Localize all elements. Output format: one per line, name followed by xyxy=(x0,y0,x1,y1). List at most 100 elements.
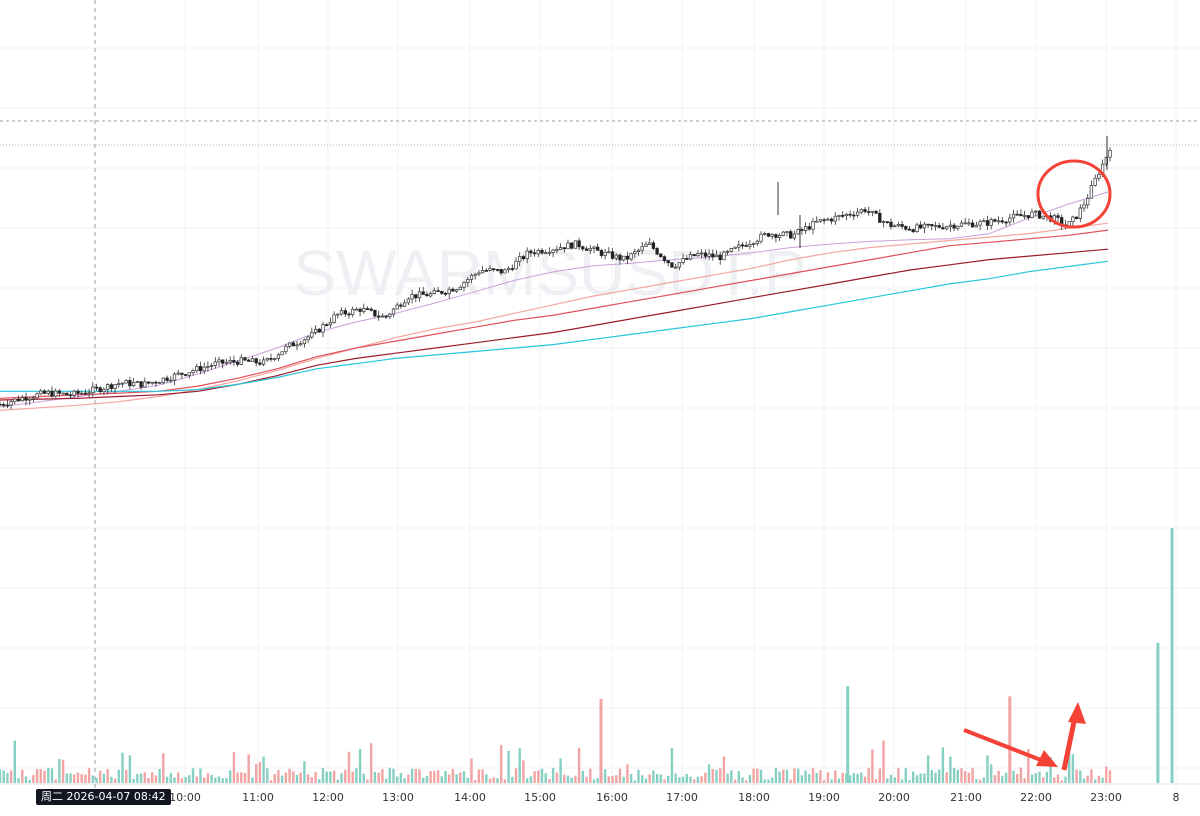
volume-bar-73 xyxy=(269,780,273,783)
volume-bar-271 xyxy=(1004,772,1008,783)
candle-body-8 xyxy=(28,398,32,401)
volume-bar-148 xyxy=(548,779,551,783)
candle-body-207 xyxy=(766,233,771,237)
candle-body-92 xyxy=(339,310,344,315)
candle-body-82 xyxy=(302,339,307,345)
volume-bar-10 xyxy=(35,768,39,783)
volume-bar-275 xyxy=(1019,767,1023,783)
volume-bar-297 xyxy=(1101,777,1104,783)
volume-bar-214 xyxy=(793,768,796,783)
volume-bar-103 xyxy=(381,769,384,783)
candle-body-208 xyxy=(770,234,774,237)
volume-bar-252 xyxy=(934,772,937,783)
candle-body-263 xyxy=(974,224,979,228)
volume-bar-185 xyxy=(685,774,688,783)
candle-body-77 xyxy=(284,345,288,353)
volume-bar-259 xyxy=(960,768,963,783)
candle-body-19 xyxy=(68,394,73,397)
candle-body-191 xyxy=(707,253,711,257)
volume-bar-38 xyxy=(139,773,143,783)
candle-body-120 xyxy=(443,292,448,295)
volume-bar-181 xyxy=(670,748,674,783)
volume-bar-279 xyxy=(1034,773,1037,783)
candle-body-247 xyxy=(915,224,919,232)
candle-body-222 xyxy=(822,219,826,222)
candle-body-175 xyxy=(648,242,652,245)
volume-bar-253 xyxy=(938,769,941,783)
volume-bar-156 xyxy=(577,747,581,783)
candle-body-216 xyxy=(800,229,804,231)
x-tick-label-2: 12:00 xyxy=(312,791,344,804)
volume-bar-220 xyxy=(815,772,818,783)
volume-bar-195 xyxy=(722,756,726,783)
volume-bar-179 xyxy=(663,779,666,783)
candle-body-113 xyxy=(417,291,422,299)
candle-body-186 xyxy=(688,254,693,260)
candle-body-292 xyxy=(1082,204,1086,209)
candle-body-51 xyxy=(187,372,191,376)
volume-bar-216 xyxy=(800,775,804,783)
volume-bar-223 xyxy=(826,772,830,783)
candle-body-185 xyxy=(685,258,689,260)
volume-bar-117 xyxy=(433,771,436,783)
candle-body-273 xyxy=(1011,213,1016,219)
volume-bar-95 xyxy=(351,771,354,783)
volume-bar-198 xyxy=(733,779,737,783)
candle-body-33 xyxy=(120,382,125,385)
volume-bar-230 xyxy=(852,773,855,783)
candle-body-14 xyxy=(50,390,54,397)
volume-bar-152 xyxy=(563,774,566,783)
volume-bar-114 xyxy=(422,777,425,783)
volume-bar-173 xyxy=(641,775,644,783)
candle-body-21 xyxy=(76,390,80,394)
candle-body-212 xyxy=(785,231,789,233)
candle-body-58 xyxy=(213,361,217,366)
volume-bar-129 xyxy=(477,769,481,783)
candle-body-255 xyxy=(945,226,949,230)
candle-body-135 xyxy=(499,269,503,274)
candle-body-10 xyxy=(35,393,39,399)
candle-body-202 xyxy=(748,243,752,247)
volume-bar-203 xyxy=(752,768,755,783)
volume-bar-96 xyxy=(355,768,358,783)
volume-bar-48 xyxy=(177,772,180,783)
candle-body-268 xyxy=(993,219,997,222)
volume-bar-232 xyxy=(860,772,863,783)
candle-body-168 xyxy=(622,255,626,261)
candle-body-36 xyxy=(131,382,136,387)
volume-bar-59 xyxy=(217,776,221,783)
volume-bar-158 xyxy=(585,776,588,783)
volume-bar-86 xyxy=(318,779,321,783)
volume-bar-100 xyxy=(370,743,373,783)
candle-body-240 xyxy=(889,221,893,228)
volume-bar-188 xyxy=(696,776,700,783)
candle-body-43 xyxy=(157,382,162,384)
candle-body-22 xyxy=(80,392,84,395)
volume-bar-280 xyxy=(1038,771,1041,783)
candle-body-234 xyxy=(867,211,871,213)
volume-bar-281 xyxy=(1042,777,1045,783)
annotation-arrow-1-shaft xyxy=(963,728,1047,764)
candle-body-0 xyxy=(0,403,2,406)
volume-bar-118 xyxy=(436,770,440,783)
volume-bar-128 xyxy=(474,780,477,783)
candle-body-30 xyxy=(109,384,114,389)
volume-bar-200 xyxy=(741,777,744,783)
volume-bar-26 xyxy=(95,778,98,783)
candle-body-83 xyxy=(306,336,310,341)
candle-body-26 xyxy=(94,386,99,389)
volume-bar-78 xyxy=(288,768,291,783)
candle-body-198 xyxy=(733,246,737,249)
volume-bar-47 xyxy=(173,777,176,783)
candle-body-229 xyxy=(848,213,852,216)
candle-body-298 xyxy=(1104,156,1108,165)
candle-body-290 xyxy=(1074,216,1079,219)
candle-body-296 xyxy=(1097,174,1101,179)
candle-body-225 xyxy=(833,215,837,222)
volume-bar-264 xyxy=(978,779,982,783)
candle-body-54 xyxy=(198,366,203,372)
volume-bar-177 xyxy=(655,773,659,783)
volume-bar-37 xyxy=(136,773,139,783)
